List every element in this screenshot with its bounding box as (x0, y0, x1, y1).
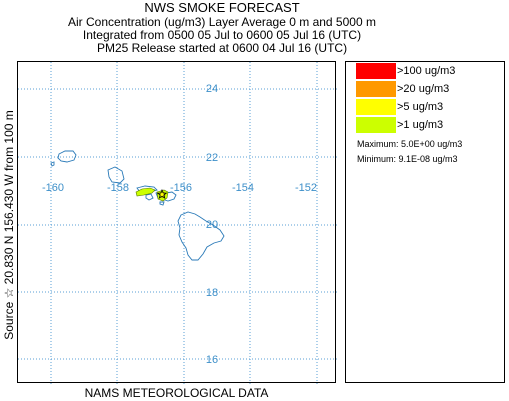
lat-label-24: 24 (206, 83, 218, 95)
island-hawaii (177, 211, 225, 261)
legend-label-100: >100 ug/m3 (397, 65, 456, 77)
lon-label-154: -154 (232, 182, 254, 194)
island-kauai (57, 150, 77, 163)
source-location-label-container: Source ☆ 20.830 N 156.430 W from 100 m (2, 60, 16, 390)
map-canvas: 24 22 20 18 16 -160 -158 -156 -154 -152 (18, 62, 337, 384)
lat-label-20: 20 (206, 219, 218, 231)
star-icon (156, 188, 168, 199)
lat-label-18: 18 (206, 287, 218, 299)
lon-label-152: -152 (295, 182, 317, 194)
release-start: PM25 Release started at 0600 04 Jul 16 (… (96, 41, 348, 55)
lat-label-16: 16 (206, 354, 218, 366)
legend-panel: >100 ug/m3 >20 ug/m3 >5 ug/m3 >1 ug/m3 M… (345, 61, 505, 383)
legend-swatch-20 (356, 81, 396, 97)
lon-label-158: -158 (107, 182, 129, 194)
latitude-gridlines (18, 88, 337, 360)
longitude-gridlines (50, 62, 318, 384)
lon-label-160: -160 (42, 182, 64, 194)
integration-period: Integrated from 0500 05 Jul to 0600 05 J… (82, 28, 362, 42)
page-title: NWS SMOKE FORECAST (144, 0, 300, 15)
island-niihau (50, 161, 55, 167)
island-oahu (107, 166, 125, 184)
smoke-area-molokai (135, 187, 156, 197)
legend-swatch-100 (356, 63, 396, 79)
legend-swatch-5 (356, 99, 396, 115)
coastlines (50, 150, 225, 261)
legend-label-5: >5 ug/m3 (397, 101, 444, 113)
source-location-label: Source ☆ 20.830 N 156.430 W from 100 m (2, 110, 16, 340)
legend-label-1: >1 ug/m3 (397, 119, 444, 131)
island-kahoolawe (159, 201, 165, 206)
lat-label-22: 22 (206, 152, 218, 164)
island-lanai (145, 193, 154, 201)
minimum-value: Minimum: 9.1E-08 ug/m3 (357, 154, 458, 164)
data-source-footer: NAMS METEOROLOGICAL DATA (84, 386, 269, 400)
map-panel: 24 22 20 18 16 -160 -158 -156 -154 -152 (17, 61, 337, 384)
legend-swatch-1 (356, 117, 396, 133)
maximum-value: Maximum: 5.0E+00 ug/m3 (357, 139, 463, 149)
legend-label-20: >20 ug/m3 (397, 83, 450, 95)
concentration-description: Air Concentration (ug/m3) Layer Average … (68, 15, 376, 29)
smoke-plume (135, 187, 169, 202)
lon-label-156: -156 (170, 182, 192, 194)
